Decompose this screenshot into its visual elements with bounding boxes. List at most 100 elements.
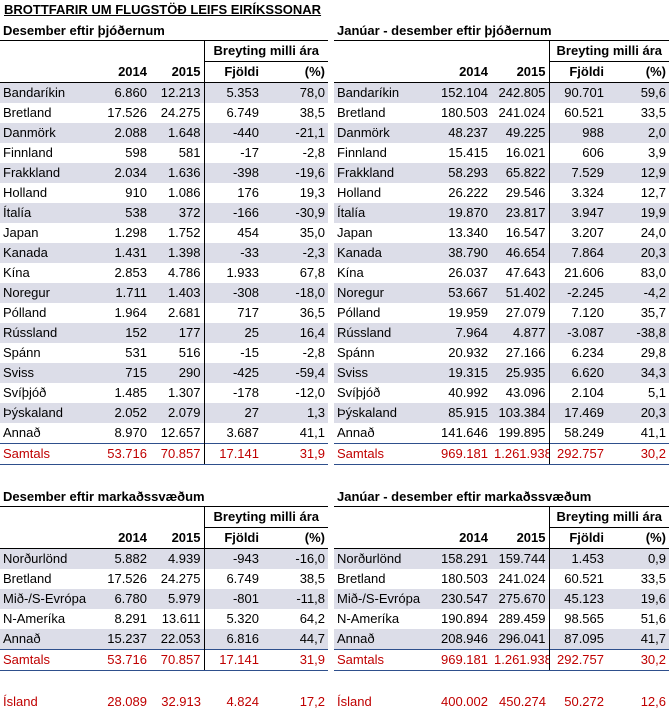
value-change: -398 <box>203 163 262 183</box>
table-year-market: Janúar - desember eftir markaðssvæðum Bre… <box>334 487 669 671</box>
value-change: 3.324 <box>548 183 607 203</box>
table-body: Desember eftir markaðssvæðum Breyting mil… <box>0 487 329 671</box>
value-2014: 141.646 <box>441 425 488 440</box>
row-label: Annað <box>334 629 434 650</box>
value-2015: 177 <box>150 323 204 343</box>
value-change: 87.095 <box>548 629 607 650</box>
value-2014: 17.526 <box>107 105 147 120</box>
value-percent: 64,2 <box>299 611 326 626</box>
value-change: -943 <box>203 548 262 569</box>
row-label: Kanada <box>0 243 100 263</box>
value-percent: 44,7 <box>262 629 329 650</box>
value-2014: 1.298 <box>114 225 147 240</box>
header-blank <box>334 507 434 528</box>
table-row: Þýskaland 85.915 103.384 17.469 20,3 <box>334 403 669 423</box>
value-2015: 159.744 <box>491 548 549 569</box>
value-2014: 7.964 <box>434 323 491 343</box>
table-row: Bretland 17.526 24.275 6.749 38,5 <box>0 569 328 589</box>
row-label: Sviss <box>334 363 434 383</box>
table-caption: Janúar - desember eftir markaðssvæðum <box>334 487 669 507</box>
value-2014: 180.503 <box>441 571 488 586</box>
row-label: Frakkland <box>334 163 434 183</box>
row-label: Rússland <box>0 323 100 343</box>
table-row: Bretland 180.503 241.024 60.521 33,5 <box>334 569 669 589</box>
value-2014: 538 <box>100 203 150 223</box>
value-2015: 16.547 <box>505 225 546 240</box>
header-2015: 2015 <box>150 527 204 549</box>
table-row: Noregur 53.667 51.402 -2.245 -4,2 <box>334 283 669 303</box>
page-title: BROTTFARIR UM FLUGSTÖÐ LEIFS EIRÍKSSONAR <box>4 2 322 17</box>
table-row: Ítalía 538 372 -166 -30,9 <box>0 203 329 223</box>
table-row: Danmörk 48.237 49.225 988 2,0 <box>334 123 669 143</box>
header-change: Breyting milli ára <box>203 40 329 62</box>
header-count: Fjöldi <box>548 527 607 549</box>
row-label: Spánn <box>337 345 375 360</box>
table-caption-row: Desember eftir þjóðernum <box>0 21 329 41</box>
row-label: Ítalía <box>0 203 100 223</box>
table-body: Janúar - desember eftir markaðssvæðum Bre… <box>334 487 669 671</box>
row-label: Samtals <box>0 443 100 465</box>
value-2015: 4.877 <box>491 323 549 343</box>
value-change: 17.141 <box>203 443 262 465</box>
row-label: Bandaríkin <box>334 82 434 103</box>
value-2014: 1.431 <box>100 243 150 263</box>
header-change: Breyting milli ára <box>203 506 329 528</box>
value-percent: 12,6 <box>640 694 666 709</box>
value-change: 1.933 <box>203 263 262 283</box>
table-row: Annað 8.970 12.657 3.687 41,1 <box>0 423 328 444</box>
value-percent: -19,6 <box>262 163 329 183</box>
header-blank <box>334 41 434 62</box>
header-percent: (%) <box>607 527 669 549</box>
value-percent: 19,6 <box>607 589 669 609</box>
header-count: Fjöldi <box>548 61 607 83</box>
value-percent: 38,5 <box>299 105 326 120</box>
value-2015: 24.275 <box>160 105 201 120</box>
table-row: Danmörk 2.088 1.648 -440 -21,1 <box>0 123 329 143</box>
value-2014: 40.992 <box>448 385 488 400</box>
row-label: Danmörk <box>0 123 100 143</box>
table-body: Desember eftir þjóðernum Breyting milli á… <box>0 21 329 465</box>
value-2014: 1.485 <box>114 385 147 400</box>
value-2015: 2.079 <box>150 403 204 423</box>
value-percent: -2,8 <box>302 345 326 360</box>
row-label: Annað <box>0 629 100 650</box>
header-row: 2014 2015 Fjöldi (%) <box>0 61 329 83</box>
value-2015: 199.895 <box>498 425 546 440</box>
row-label: Kína <box>337 265 364 280</box>
header-blank <box>434 41 491 62</box>
value-2015: 372 <box>150 203 204 223</box>
value-change: -166 <box>203 203 262 223</box>
value-percent: 24,0 <box>640 225 667 240</box>
value-2015: 1.086 <box>167 185 201 200</box>
value-change: 7.529 <box>548 163 607 183</box>
value-2015: 241.024 <box>498 571 546 586</box>
table-row: Japan 13.340 16.547 3.207 24,0 <box>334 223 669 243</box>
value-change: 98.565 <box>548 609 607 629</box>
row-label: Kanada <box>334 243 434 263</box>
header-2014: 2014 <box>434 527 491 549</box>
value-change: 7.864 <box>548 243 607 263</box>
value-percent: 5,1 <box>647 385 667 400</box>
table-row: Rússland 7.964 4.877 -3.087 -38,8 <box>334 323 669 343</box>
total-row: Samtals 969.181 1.261.938 292.757 30,2 <box>334 443 669 465</box>
header-count: Fjöldi <box>203 527 262 549</box>
value-change: 7.120 <box>548 303 607 323</box>
value-2015: 581 <box>178 145 201 160</box>
value-percent: -12,0 <box>295 385 326 400</box>
value-change: 60.521 <box>548 103 607 123</box>
value-2015: 22.053 <box>150 629 204 650</box>
table-row: N-Ameríka 8.291 13.611 5.320 64,2 <box>0 609 328 629</box>
value-percent: 17,2 <box>299 694 325 709</box>
value-change: 5.320 <box>203 609 262 629</box>
table-row: N-Ameríka 190.894 289.459 98.565 51,6 <box>334 609 669 629</box>
value-change: -178 <box>203 383 262 403</box>
value-2014: 969.181 <box>434 649 491 671</box>
header-blank <box>491 41 549 62</box>
value-percent: 41,7 <box>607 629 669 650</box>
header-2015: 2015 <box>491 527 549 549</box>
value-2014: 2.853 <box>114 265 147 280</box>
table-row: Rússland 152 177 25 16,4 <box>0 323 329 343</box>
value-2015: 1.636 <box>150 163 204 183</box>
header-percent: (%) <box>262 527 329 549</box>
value-percent: 34,3 <box>607 363 669 383</box>
